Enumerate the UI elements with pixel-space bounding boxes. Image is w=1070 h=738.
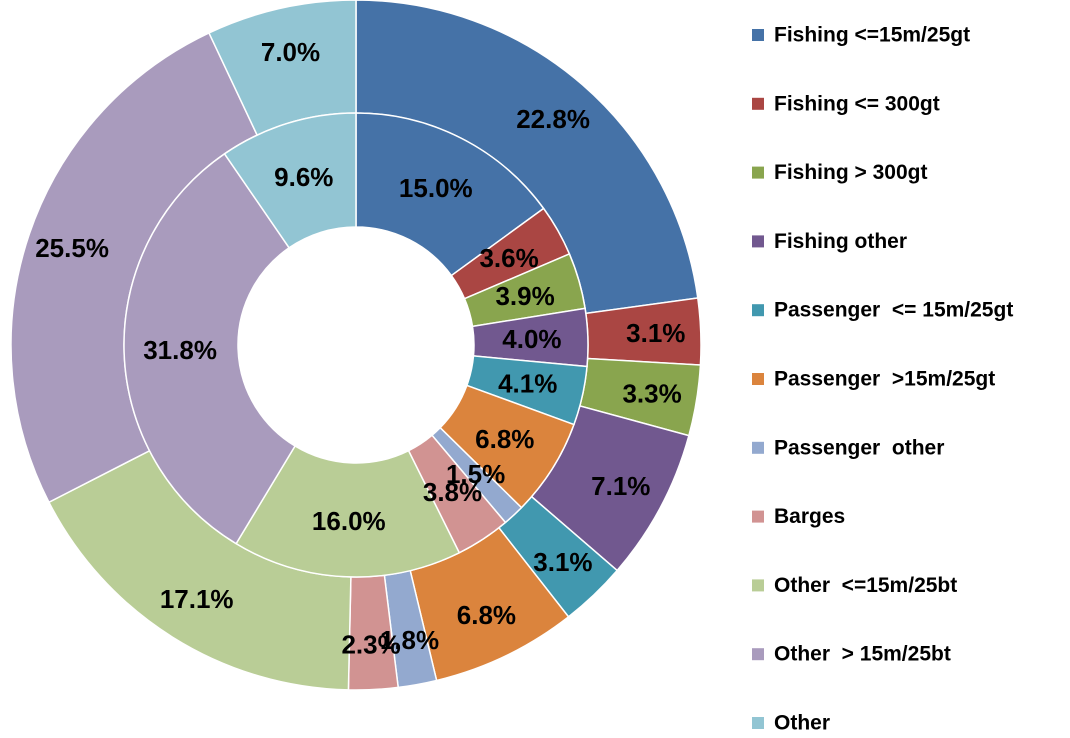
legend-swatch xyxy=(752,579,764,592)
legend-item-fishing-gt-300gt: Fishing > 300gt xyxy=(752,161,927,184)
inner-label-fishing-gt-300gt: 3.9% xyxy=(495,281,554,311)
inner-label-fishing-other: 4.0% xyxy=(502,324,561,354)
legend-label: Fishing > 300gt xyxy=(774,161,927,184)
legend-item-passenger-gt15m-25gt: Passenger >15m/25gt xyxy=(752,368,995,391)
outer-label-passenger-le-15m-25gt: 3.1% xyxy=(533,547,592,577)
legend-item-barges: Barges xyxy=(752,505,845,528)
inner-label-passenger-other: 1.5% xyxy=(446,459,505,489)
outer-label-barges: 2.3% xyxy=(341,630,400,660)
legend-label: Fishing <=15m/25gt xyxy=(774,24,970,47)
outer-label-fishing-other: 7.1% xyxy=(591,471,650,501)
outer-label-passenger-gt15m-25gt: 6.8% xyxy=(457,600,516,630)
legend-label: Fishing <= 300gt xyxy=(774,92,940,115)
slice-labels: 15.0% 3.6% 3.9% 4.0% 4.1% 6.8% 1.5%3.8% 16.0% 31… xyxy=(35,37,685,659)
outer-label-other-le15m-25bt: 17.1% xyxy=(160,584,234,614)
inner-label-fishing-le-300gt: 3.6% xyxy=(479,243,538,273)
legend-label: Other > 15m/25bt xyxy=(774,643,951,666)
legend-swatch xyxy=(752,166,764,179)
inner-label-other: 9.6% xyxy=(274,162,333,192)
inner-label-fishing-le15m-25gt: 15.0% xyxy=(399,173,473,203)
legend-item-fishing-le15m-25gt: Fishing <=15m/25gt xyxy=(752,24,970,47)
outer-ring xyxy=(10,0,702,691)
legend-swatch xyxy=(752,97,764,110)
inner-label-other-gt-15m-25bt: 31.8% xyxy=(143,335,217,365)
legend-item-fishing-le-300gt: Fishing <= 300gt xyxy=(752,92,940,115)
inner-slice-other xyxy=(223,112,357,249)
legend-swatch xyxy=(752,304,764,317)
legend-swatch xyxy=(752,29,764,41)
legend-swatch xyxy=(752,717,764,729)
legend-label: Passenger other xyxy=(774,436,944,459)
legend-swatch xyxy=(752,648,764,661)
legend-label: Other <=15m/25bt xyxy=(774,574,957,597)
legend-item-passenger-other: Passenger other xyxy=(752,436,944,459)
inner-slice-fishing-le15m-25gt xyxy=(355,112,545,277)
inner-label-passenger-gt15m-25gt: 6.8% xyxy=(475,424,534,454)
legend-item-other: Other xyxy=(752,712,830,735)
legend-item-fishing-other: Fishing other xyxy=(752,230,907,253)
inner-label-other-le15m-25bt: 16.0% xyxy=(312,506,386,536)
legend-item-other-gt-15m-25bt: Other > 15m/25bt xyxy=(752,643,951,666)
legend-swatch xyxy=(752,441,764,454)
outer-label-fishing-gt-300gt: 3.3% xyxy=(622,378,681,408)
legend: Fishing <=15m/25gt Fishing <= 300gt Fishin… xyxy=(752,24,1013,735)
outer-label-other: 7.0% xyxy=(261,37,320,67)
inner-slice-other-gt-15m-25bt xyxy=(123,152,297,545)
inner-ring xyxy=(123,112,589,578)
legend-swatch xyxy=(752,235,764,248)
outer-label-passenger-other: 1.8% xyxy=(380,625,439,655)
outer-label-fishing-le-300gt: 3.1% xyxy=(626,318,685,348)
legend-item-other-le15m-25bt: Other <=15m/25bt xyxy=(752,574,957,597)
legend-item-passenger-le-15m-25gt: Passenger <= 15m/25gt xyxy=(752,299,1013,322)
inner-slice-other-le15m-25bt xyxy=(235,445,461,578)
legend-label: Other xyxy=(774,712,830,734)
inner-label-passenger-le-15m-25gt: 4.1% xyxy=(498,369,557,399)
legend-label: Passenger >15m/25gt xyxy=(774,368,995,391)
legend-swatch xyxy=(752,373,764,385)
legend-swatch xyxy=(752,510,764,523)
inner-label-barges: 3.8% xyxy=(423,477,482,507)
legend-label: Fishing other xyxy=(774,230,907,253)
legend-label: Barges xyxy=(774,505,845,528)
legend-label: Passenger <= 15m/25gt xyxy=(774,299,1013,322)
outer-label-other-gt-15m-25bt: 25.5% xyxy=(35,233,109,263)
outer-label-fishing-le15m-25gt: 22.8% xyxy=(516,104,590,134)
